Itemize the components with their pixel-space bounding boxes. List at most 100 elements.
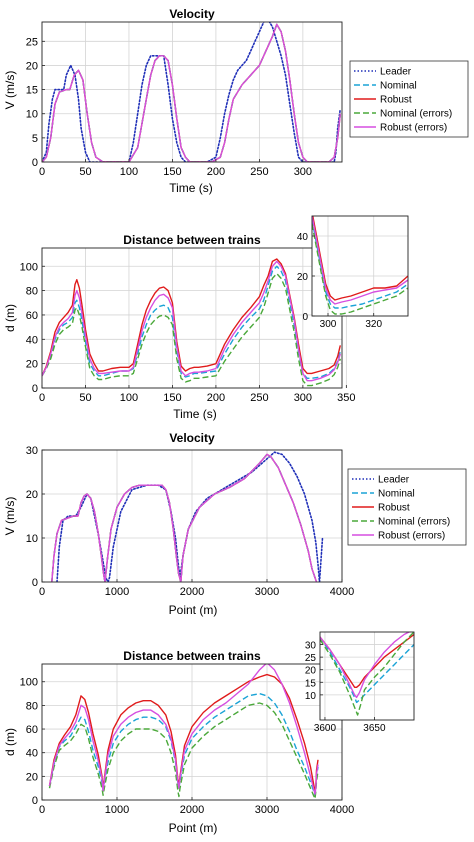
x-tick-label: 150 — [163, 166, 181, 178]
y-tick-label: 80 — [26, 286, 38, 298]
series-line-robust-errors — [51, 453, 318, 582]
series-line-nominal — [42, 265, 341, 379]
series-line-nominal — [312, 219, 408, 309]
axes-frame — [41, 247, 343, 389]
axes-frame — [319, 631, 415, 721]
x-tick-label: 300 — [294, 392, 312, 404]
y-tick-label: 25 — [305, 653, 317, 664]
x-tick-label: 0 — [39, 392, 45, 404]
legend-velocity-time: Leader Nominal Robust Nominal (errors) Robus… — [349, 60, 469, 138]
x-tick-label: 3600 — [314, 723, 337, 734]
y-tick-label: 40 — [297, 232, 309, 243]
x-tick-label: 200 — [207, 166, 225, 178]
series-line-leader — [56, 451, 324, 582]
x-tick-label: 3000 — [255, 804, 279, 816]
x-tick-label: 4000 — [330, 586, 354, 598]
x-tick-label: 0 — [39, 586, 45, 598]
x-tick-label: 300 — [320, 319, 337, 330]
y-tick-label: 25 — [26, 36, 38, 48]
series-line-nominal-errors — [42, 272, 341, 387]
legend-entry: Nominal — [380, 81, 417, 92]
series-line-nominal — [320, 636, 414, 704]
x-tick-label: 50 — [79, 392, 91, 404]
x-tick-label: 250 — [250, 166, 268, 178]
x-tick-label: 100 — [120, 166, 138, 178]
y-tick-label: 5 — [32, 133, 38, 145]
x-tick-label: 4000 — [330, 804, 354, 816]
x-axis-label: Time (s) — [169, 181, 213, 195]
y-tick-label: 100 — [20, 677, 38, 689]
legend-entry: Robust — [378, 503, 410, 514]
series-line-robust-errors — [320, 632, 411, 699]
series-line-nominal-errors — [320, 632, 414, 716]
y-axis-label: V (m/s) — [3, 497, 17, 536]
legend-velocity-point: Leader Nominal Robust Nominal (errors) Robus… — [347, 468, 467, 546]
x-tick-label: 2000 — [180, 804, 204, 816]
series-group — [320, 632, 414, 716]
series-line-robust-errors — [42, 23, 341, 162]
legend-entry: Leader — [378, 475, 410, 486]
y-tick-label: 30 — [26, 445, 38, 457]
y-tick-label: 0 — [32, 157, 38, 169]
grid-lines — [320, 632, 414, 720]
legend-entry: Leader — [380, 67, 412, 78]
series-line-robust — [312, 216, 408, 301]
distance-time-chart: Distance between trains Time (s) d (m) 0… — [3, 233, 356, 421]
x-tick-label: 150 — [163, 392, 181, 404]
y-axis-label: d (m) — [3, 728, 17, 756]
y-tick-label: 60 — [26, 724, 38, 736]
axes-frame — [311, 215, 409, 317]
legend-entry: Nominal (errors) — [378, 517, 450, 528]
y-tick-label: 20 — [305, 666, 317, 677]
series-line-nominal-errors — [48, 702, 319, 800]
y-tick-label: 10 — [305, 691, 317, 702]
series-group — [42, 258, 341, 387]
y-tick-label: 20 — [26, 771, 38, 783]
y-tick-label: 10 — [26, 533, 38, 545]
y-axis-label: d (m) — [3, 304, 17, 332]
y-tick-label: 0 — [32, 577, 38, 589]
distance-time-inset: 300 320 0 20 40 — [297, 215, 409, 330]
grid-lines — [41, 22, 342, 163]
x-tick-label: 100 — [120, 392, 138, 404]
series-group — [312, 216, 408, 315]
chart-title: Velocity — [169, 7, 215, 21]
inset-background — [312, 216, 408, 316]
chart-title: Velocity — [169, 431, 215, 445]
y-tick-label: 10 — [26, 109, 38, 121]
x-tick-label: 1000 — [105, 586, 129, 598]
velocity-time-chart: Velocity Time (s) V (m/s) 0 50 100 150 200 25… — [3, 7, 343, 195]
x-axis-label: Point (m) — [169, 603, 218, 617]
legend-entry: Robust — [380, 95, 412, 106]
legend-entry: Nominal — [378, 489, 415, 500]
grid-lines — [41, 449, 343, 583]
y-tick-label: 20 — [26, 359, 38, 371]
y-axis-label: V (m/s) — [3, 71, 17, 110]
y-tick-label: 60 — [26, 310, 38, 322]
x-tick-label: 0 — [39, 166, 45, 178]
x-tick-label: 1000 — [105, 804, 129, 816]
series-line-robust — [48, 673, 319, 793]
series-line-robust-errors — [42, 260, 341, 382]
series-group — [48, 664, 319, 800]
series-group — [51, 451, 324, 582]
series-line-robust — [51, 453, 318, 582]
y-tick-label: 20 — [26, 60, 38, 72]
series-line-nominal-errors — [51, 453, 318, 582]
chart-title: Distance between trains — [123, 233, 261, 247]
y-tick-label: 40 — [26, 334, 38, 346]
y-tick-label: 15 — [26, 85, 38, 97]
series-line-robust-errors — [48, 664, 319, 795]
x-tick-label: 3000 — [255, 586, 279, 598]
x-tick-label: 2000 — [180, 586, 204, 598]
x-tick-label: 320 — [365, 319, 382, 330]
y-tick-label: 0 — [32, 383, 38, 395]
axes-frame — [41, 21, 343, 163]
legend-entry: Robust (errors) — [378, 531, 445, 542]
y-tick-label: 0 — [32, 795, 38, 807]
series-line-nominal-errors — [312, 223, 408, 315]
legend-entry: Robust (errors) — [380, 123, 447, 134]
x-axis-label: Point (m) — [169, 821, 218, 835]
